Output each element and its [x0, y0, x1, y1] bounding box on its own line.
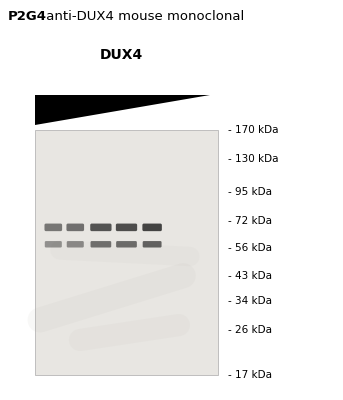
Text: - 56 kDa: - 56 kDa: [228, 243, 272, 253]
Text: - 170 kDa: - 170 kDa: [228, 125, 279, 135]
FancyBboxPatch shape: [116, 224, 137, 231]
FancyBboxPatch shape: [142, 224, 162, 231]
FancyBboxPatch shape: [45, 224, 62, 231]
Text: P2G4: P2G4: [8, 10, 47, 23]
Text: - 130 kDa: - 130 kDa: [228, 154, 279, 164]
Bar: [35, 130, 218, 375]
FancyBboxPatch shape: [143, 241, 162, 248]
Text: anti-DUX4 mouse monoclonal: anti-DUX4 mouse monoclonal: [42, 10, 244, 23]
Text: - 34 kDa: - 34 kDa: [228, 296, 272, 306]
Text: - 72 kDa: - 72 kDa: [228, 216, 272, 226]
Polygon shape: [35, 95, 210, 125]
Text: - 95 kDa: - 95 kDa: [228, 187, 272, 197]
FancyBboxPatch shape: [45, 241, 62, 248]
FancyBboxPatch shape: [90, 224, 111, 231]
FancyBboxPatch shape: [67, 224, 84, 231]
FancyBboxPatch shape: [67, 241, 84, 248]
FancyBboxPatch shape: [116, 241, 137, 248]
Text: - 43 kDa: - 43 kDa: [228, 271, 272, 281]
Text: DUX4: DUX4: [100, 48, 143, 62]
Text: - 26 kDa: - 26 kDa: [228, 325, 272, 335]
Text: - 17 kDa: - 17 kDa: [228, 370, 272, 380]
FancyBboxPatch shape: [91, 241, 111, 248]
